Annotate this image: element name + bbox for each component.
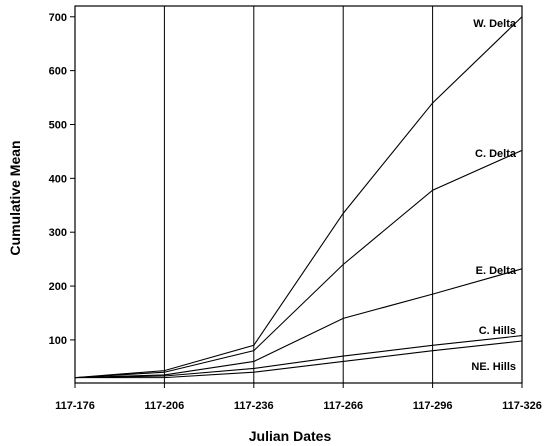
x-tick-label: 117-236 [234, 400, 274, 412]
y-axis-ticks: 100 200 300 400 500 600 700 [49, 12, 75, 347]
y-tick-label: 300 [49, 227, 67, 239]
series-label: W. Delta [473, 18, 517, 30]
y-tick-label: 200 [49, 281, 67, 293]
series-label: C. Delta [475, 148, 517, 160]
y-tick-label: 700 [49, 12, 67, 24]
series-line-c-hills [74, 335, 523, 379]
y-tick-label: 600 [49, 66, 67, 78]
series-line-e-delta [74, 268, 523, 379]
series-label: E. Delta [476, 265, 517, 277]
x-tick-label: 117-266 [323, 400, 363, 412]
y-tick-label: 400 [49, 173, 67, 185]
x-tick-label: 117-206 [145, 400, 185, 412]
series-labels: W. Delta C. Delta E. Delta C. Hills NE. Hill… [471, 18, 516, 373]
x-axis-title: Julian Dates [249, 428, 332, 444]
x-tick-label: 117-176 [55, 400, 95, 412]
series-line-w-delta [74, 16, 523, 379]
series-line-ne-hills [75, 340, 523, 379]
x-tick-label: 117-296 [413, 400, 453, 412]
series-label: NE. Hills [471, 361, 516, 373]
series-label: C. Hills [479, 325, 516, 337]
y-tick-label: 500 [49, 119, 67, 131]
y-tick-label: 100 [49, 335, 67, 347]
x-axis-ticks: 117-176 117-206 117-236 117-266 117-296 117-3… [55, 383, 542, 412]
y-axis-title: Cumulative Mean [7, 140, 23, 255]
grid-lines [163, 6, 434, 383]
series-lines [74, 16, 523, 379]
plot-frame [74, 5, 523, 384]
series-line-c-delta [74, 149, 523, 379]
x-tick-label: 117-326 [502, 400, 542, 412]
